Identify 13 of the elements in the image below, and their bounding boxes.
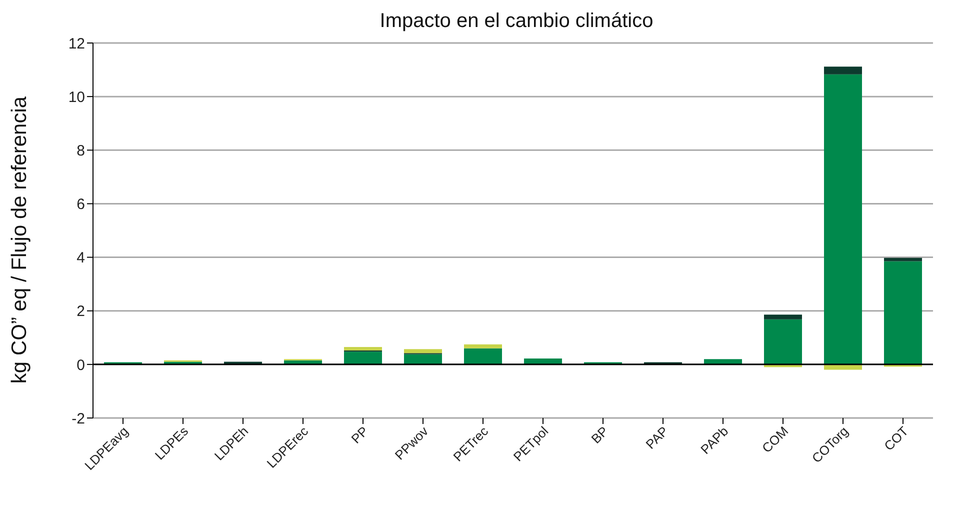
chart-title: Impacto en el cambio climático <box>378 10 654 33</box>
y-tick-label: 10 <box>68 88 85 106</box>
y-tick-label: 12 <box>68 35 85 52</box>
x-tick-label: BP <box>588 424 612 446</box>
y-axis-title: kg CO” eq / Flujo de referencia <box>8 96 32 384</box>
y-tick-label: 0 <box>76 356 85 374</box>
y-tick-label: -2 <box>72 410 85 428</box>
x-tick-label: PAP <box>642 424 672 452</box>
y-tick-label: 6 <box>76 196 85 214</box>
x-tick-label: PP <box>348 424 372 446</box>
y-tick-label: 4 <box>76 250 85 267</box>
y-tick-label: 8 <box>76 142 85 160</box>
y-tick-label: 2 <box>76 303 85 320</box>
